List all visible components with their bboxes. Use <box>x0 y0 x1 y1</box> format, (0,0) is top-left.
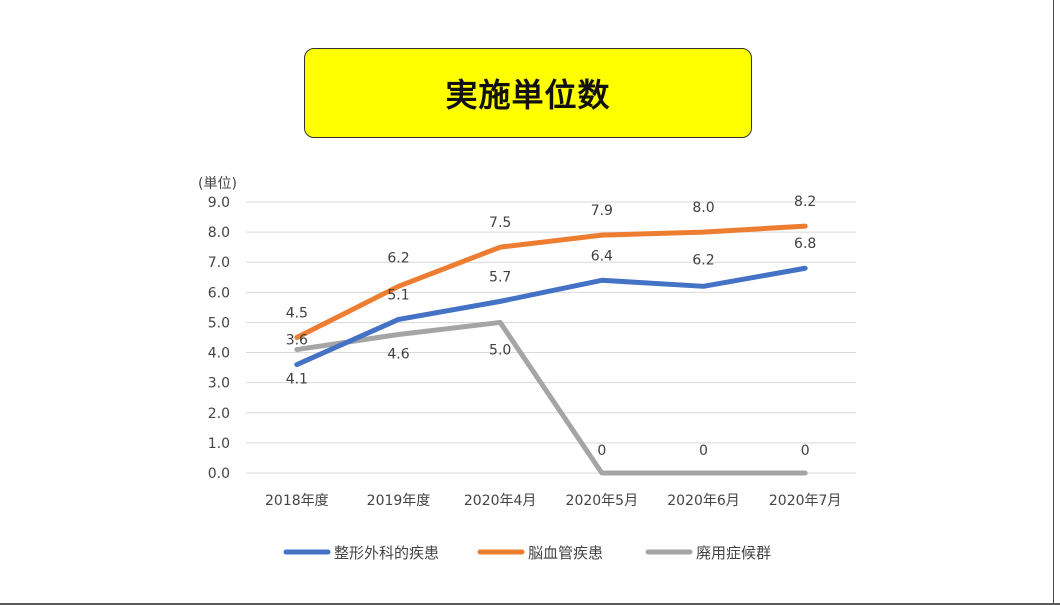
y-tick-label: 5.0 <box>208 315 230 331</box>
data-label: 4.1 <box>286 372 308 388</box>
x-tick-label: 2020年4月 <box>464 493 537 509</box>
data-label: 6.8 <box>794 236 816 252</box>
y-tick-label: 9.0 <box>208 195 230 211</box>
data-label: 7.5 <box>489 215 511 231</box>
y-tick-label: 1.0 <box>208 436 230 452</box>
y-axis-ticks: 0.0 1.0 2.0 3.0 4.0 5.0 6.0 7.0 8.0 9.0 <box>208 195 230 482</box>
data-label: 5.0 <box>489 342 511 358</box>
legend-label: 脳血管疾患 <box>528 544 603 562</box>
y-tick-label: 4.0 <box>208 346 230 362</box>
x-tick-label: 2020年6月 <box>667 493 740 509</box>
data-label: 4.6 <box>387 346 409 362</box>
data-label: 0 <box>699 443 708 459</box>
y-tick-label: 7.0 <box>208 255 230 271</box>
data-label: 3.6 <box>286 333 308 349</box>
y-tick-label: 0.0 <box>208 466 230 482</box>
x-tick-label: 2018年度 <box>265 493 329 509</box>
chart-title: 実施単位数 <box>445 76 611 114</box>
x-tick-label: 2020年7月 <box>769 493 842 509</box>
frame-right-border <box>1053 0 1054 605</box>
y-tick-label: 2.0 <box>208 406 230 422</box>
series-lines <box>294 223 808 476</box>
series-line-1 <box>294 223 808 340</box>
y-axis-unit-label: (単位) <box>198 176 237 192</box>
x-tick-label: 2019年度 <box>367 493 431 509</box>
data-label: 5.1 <box>387 287 409 303</box>
data-labels: 3.6 5.1 5.7 6.4 6.2 6.8 4.5 6.2 7.5 7.9 8.0 8.2 4.1 4… <box>286 194 817 459</box>
frame-bottom-border <box>0 603 1060 605</box>
data-label: 4.5 <box>286 306 308 322</box>
y-tick-label: 6.0 <box>208 285 230 301</box>
legend: 整形外科的疾患 脳血管疾患 廃用症候群 <box>283 544 771 562</box>
data-label: 6.4 <box>591 248 613 264</box>
series-line-2 <box>294 319 808 476</box>
x-axis-ticks: 2018年度 2019年度 2020年4月 2020年5月 2020年6月 2020年7月 <box>265 493 841 509</box>
y-tick-label: 8.0 <box>208 225 230 241</box>
y-tick-label: 3.0 <box>208 376 230 392</box>
data-label: 7.9 <box>591 203 613 219</box>
data-label: 5.7 <box>489 269 511 285</box>
data-label: 8.2 <box>794 194 816 210</box>
x-tick-label: 2020年5月 <box>566 493 639 509</box>
legend-label: 整形外科的疾患 <box>334 544 439 562</box>
title-box: 実施単位数 <box>304 48 752 138</box>
data-label: 6.2 <box>692 252 714 268</box>
data-label: 0 <box>597 443 606 459</box>
data-label: 0 <box>801 443 810 459</box>
legend-label: 廃用症候群 <box>696 544 771 562</box>
gridlines <box>246 201 856 474</box>
data-label: 8.0 <box>692 200 714 216</box>
series-line-0 <box>294 265 808 368</box>
data-label: 6.2 <box>387 250 409 266</box>
